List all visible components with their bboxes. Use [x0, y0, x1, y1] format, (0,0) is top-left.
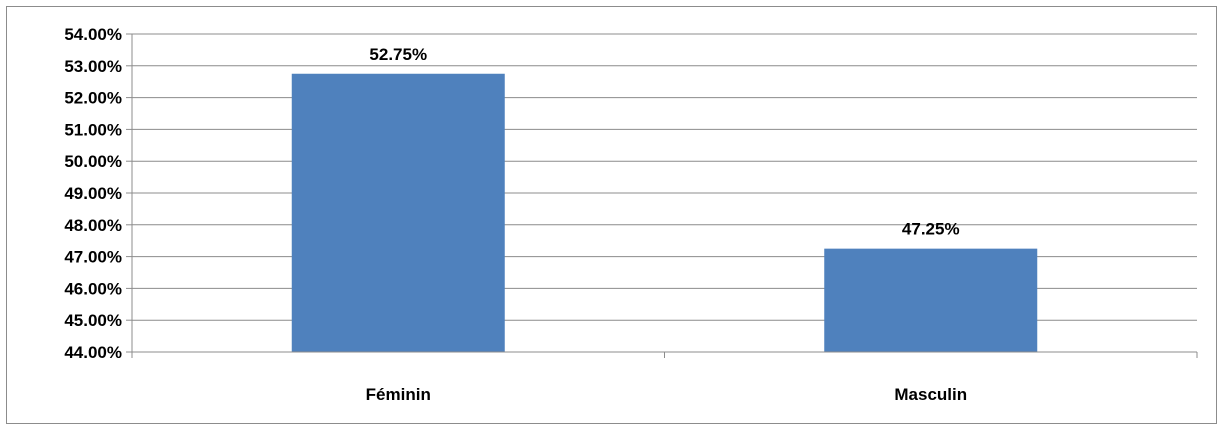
- bar-0: [291, 73, 505, 352]
- bars: [291, 73, 1038, 352]
- x-category-label: Féminin: [366, 385, 431, 404]
- labels: 44.00% 45.00% 46.00% 47.00% 48.00% 49.00% 50.0…: [64, 25, 967, 404]
- y-tick-label: 45.00%: [64, 311, 122, 330]
- y-tick-label: 44.00%: [64, 343, 122, 362]
- y-tick-label: 54.00%: [64, 25, 122, 44]
- data-label: 47.25%: [902, 220, 960, 239]
- y-tick-label: 49.00%: [64, 184, 122, 203]
- y-tick-label: 48.00%: [64, 216, 122, 235]
- bar-1: [824, 248, 1038, 352]
- data-label: 52.75%: [369, 45, 427, 64]
- y-tick-label: 50.00%: [64, 152, 122, 171]
- chart-frame: 44.00% 45.00% 46.00% 47.00% 48.00% 49.00% 50.0…: [6, 6, 1217, 424]
- y-tick-label: 51.00%: [64, 120, 122, 139]
- y-tick-label: 46.00%: [64, 279, 122, 298]
- axes: [126, 33, 1198, 358]
- y-tick-label: 53.00%: [64, 57, 122, 76]
- y-tick-label: 52.00%: [64, 89, 122, 108]
- x-category-label: Masculin: [894, 385, 967, 404]
- y-tick-label: 47.00%: [64, 248, 122, 267]
- bar-chart: 44.00% 45.00% 46.00% 47.00% 48.00% 49.00% 50.0…: [64, 25, 1198, 404]
